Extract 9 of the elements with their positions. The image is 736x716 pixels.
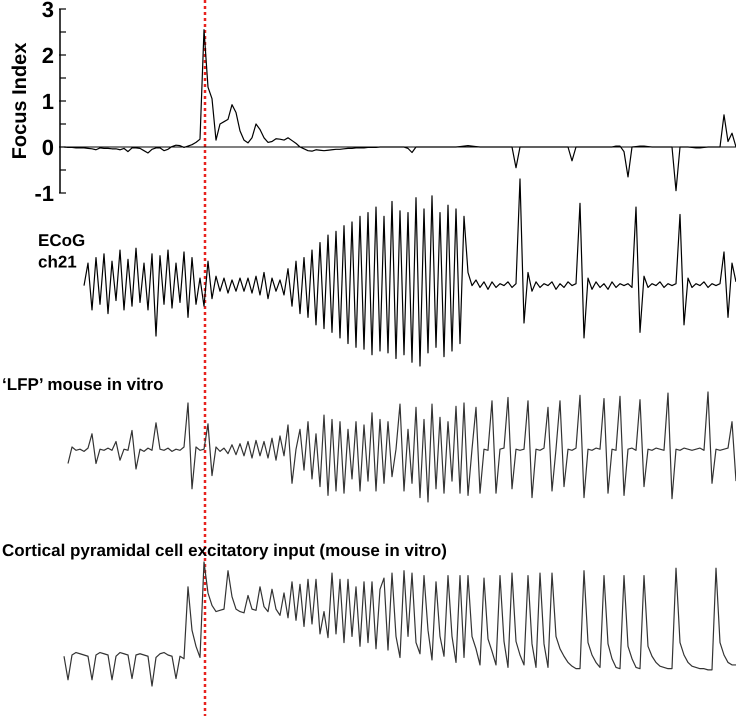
y-tick-label: 2 bbox=[42, 42, 54, 68]
y-tick-label: 3 bbox=[42, 0, 54, 22]
y-axis-title: Focus Index bbox=[9, 42, 31, 160]
y-tick-label: 0 bbox=[42, 134, 54, 160]
text: ECoG ch21 bbox=[38, 231, 86, 272]
chart-title: Cortical pyramidal cell excitatory input (mouse in vitro) bbox=[2, 541, 447, 560]
y-tick-label: -1 bbox=[34, 180, 54, 206]
y-tick-label: 1 bbox=[42, 88, 54, 114]
chart-title: ‘LFP’ mouse in vitro bbox=[2, 375, 164, 394]
